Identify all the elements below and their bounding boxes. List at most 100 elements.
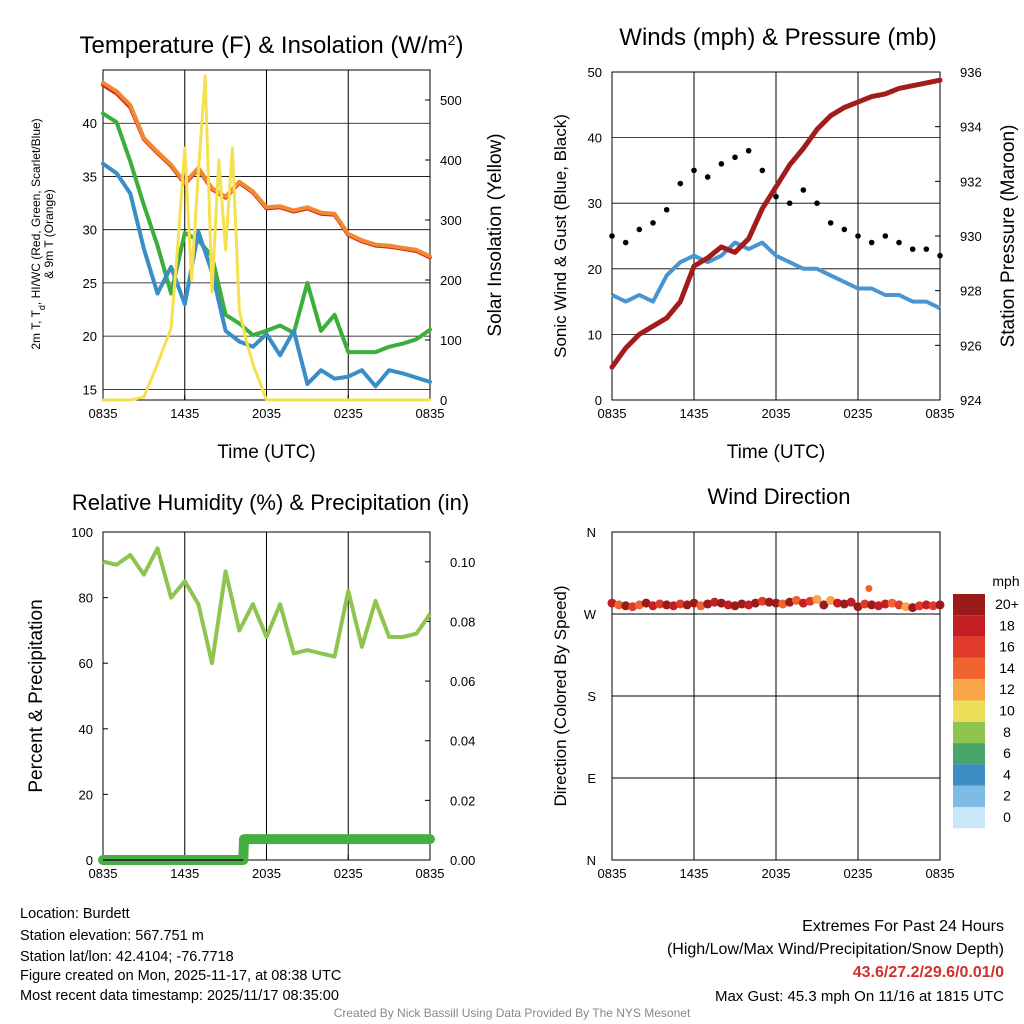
colorbar-label: 14: [999, 660, 1015, 676]
y2-tick-label: 0.10: [450, 555, 475, 570]
direction-point: [696, 601, 706, 611]
direction-point: [874, 601, 883, 611]
gust-point: [909, 246, 916, 252]
gust-point: [923, 246, 930, 252]
direction-point: [723, 600, 733, 610]
direction-point: [894, 600, 904, 610]
gust-point: [841, 226, 848, 233]
x-tick-label: 2035: [762, 406, 791, 421]
direction-point: [710, 597, 719, 607]
direction-point: [805, 596, 815, 606]
winds-y2-axis-label: Station Pressure (Maroon): [998, 125, 1019, 348]
direction-point: [915, 601, 924, 611]
x-tick-label: 2035: [762, 866, 791, 881]
y-tick-label: 30: [83, 223, 97, 238]
y2-tick-label: 0: [440, 393, 447, 408]
x-tick-label: 0835: [89, 866, 118, 881]
y2-tick-label: 0.08: [450, 614, 475, 629]
gust-point: [855, 233, 861, 239]
direction-point: [908, 603, 918, 613]
colorbar-label: 4: [1003, 766, 1011, 782]
x-tick-label: 1435: [680, 406, 709, 421]
y2-tick-label: 936: [960, 65, 982, 80]
x-tick-label: 0835: [926, 406, 955, 421]
direction-point: [628, 602, 637, 612]
winds-y-axis-label: Sonic Wind & Gust (Blue, Black): [551, 114, 570, 358]
gust-point: [745, 147, 752, 154]
footer-latlon: Station lat/lon: 42.4104; -76.7718: [20, 949, 234, 965]
rh-chart-title: Relative Humidity (%) & Precipitation (i…: [72, 490, 469, 515]
gust-point: [663, 206, 670, 213]
winds-chart-title: Winds (mph) & Pressure (mb): [619, 24, 936, 51]
x-tick-label: 0235: [334, 406, 363, 421]
y2-tick-label: 932: [960, 174, 982, 189]
direction-point: [778, 599, 788, 609]
colorbar-swatch: [953, 743, 985, 765]
direction-point: [833, 598, 842, 608]
direction-point: [662, 600, 672, 610]
colorbar-label: 16: [999, 639, 1015, 655]
x-tick-label: 0835: [416, 866, 445, 881]
direction-point: [798, 598, 808, 608]
gust-point: [827, 220, 834, 226]
direction-point: [621, 601, 631, 611]
y-tick-label: N: [587, 525, 596, 540]
direction-point: [792, 595, 801, 605]
colorbar-swatch: [953, 785, 985, 807]
direction-point: [614, 600, 624, 610]
footer-recent: Most recent data timestamp: 2025/11/17 0…: [20, 988, 339, 1004]
y-tick-label: 20: [83, 329, 97, 344]
x-tick-label: 0835: [416, 406, 445, 421]
y-tick-label: 0: [595, 393, 602, 408]
gust-point: [868, 239, 875, 246]
gust-point: [732, 154, 738, 161]
direction-point: [826, 595, 836, 605]
gust-point: [882, 233, 889, 239]
direction-y-axis-label: Direction (Colored By Speed): [551, 585, 570, 806]
colorbar-label: 18: [999, 617, 1015, 633]
credit-line: Created By Nick Bassill Using Data Provi…: [333, 1006, 691, 1020]
direction-point: [771, 598, 781, 608]
gust-point: [800, 187, 807, 193]
gust-point: [636, 226, 643, 233]
gust-point: [650, 220, 656, 226]
direction-point: [607, 598, 617, 608]
y2-tick-label: 928: [960, 284, 982, 299]
direction-point: [887, 598, 897, 608]
y-tick-label: N: [587, 853, 596, 868]
direction-point: [703, 599, 713, 609]
y-tick-label: 50: [588, 65, 602, 80]
direction-point: [928, 601, 938, 611]
colorbar-swatch: [953, 679, 985, 701]
y2-tick-label: 0.02: [450, 793, 475, 808]
gust-point: [718, 161, 725, 167]
temp-y2-axis-label: Solar Insolation (Yellow): [485, 133, 506, 336]
y2-tick-label: 0.06: [450, 674, 475, 689]
direction-point: [655, 599, 665, 609]
series-dewpoint: [101, 111, 432, 355]
series-relative-humidity: [102, 546, 432, 666]
x-tick-label: 1435: [170, 866, 199, 881]
gust-point: [691, 167, 697, 174]
gust-point: [814, 200, 820, 206]
y-tick-label: 20: [588, 262, 602, 277]
gust-point: [896, 239, 902, 246]
colorbar-swatch: [953, 657, 985, 680]
gust-point: [609, 233, 615, 239]
direction-point: [819, 600, 829, 610]
y-tick-label: W: [584, 607, 597, 622]
y-tick-label: 25: [83, 276, 97, 291]
y-tick-label: 40: [79, 722, 93, 737]
direction-point: [846, 597, 856, 607]
colorbar-swatch: [953, 764, 985, 786]
direction-point: [764, 597, 774, 607]
footer-location: Location: Burdett: [20, 906, 130, 922]
rh-y-axis-label: Percent & Precipitation: [26, 599, 47, 792]
gust-point: [759, 167, 766, 174]
colorbar-swatch: [953, 594, 985, 616]
direction-chart-title: Wind Direction: [707, 484, 850, 509]
direction-point: [921, 600, 931, 610]
footer-elevation: Station elevation: 567.751 m: [20, 928, 204, 944]
colorbar-label: 8: [1003, 724, 1011, 740]
